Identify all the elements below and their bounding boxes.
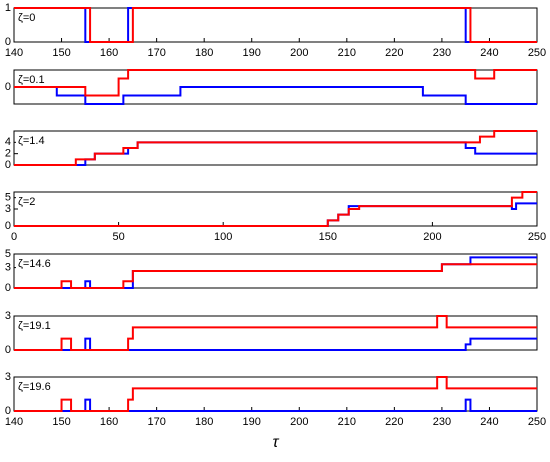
x-tick-label: 180 bbox=[195, 416, 213, 428]
x-tick-label: 140 bbox=[5, 416, 23, 428]
x-tick-label: 170 bbox=[147, 47, 165, 59]
annotation: ζ=0.1 bbox=[18, 74, 45, 86]
x-tick-label: 160 bbox=[100, 47, 118, 59]
annotation-box bbox=[16, 194, 58, 208]
y-tick-label: 2 bbox=[5, 148, 11, 160]
y-tick-label: 3 bbox=[5, 371, 11, 383]
y-tick-label: 4 bbox=[5, 136, 11, 148]
x-axis-label: τ bbox=[273, 434, 280, 451]
x-tick-label: 50 bbox=[112, 231, 124, 243]
series-line bbox=[14, 7, 537, 43]
x-tick-label: 220 bbox=[385, 47, 403, 59]
x-tick-label: 240 bbox=[480, 47, 498, 59]
x-tick-label: 190 bbox=[243, 47, 261, 59]
annotation: ζ=19.6 bbox=[18, 381, 51, 393]
y-tick-label: 3 bbox=[5, 310, 11, 322]
x-tick-label: 190 bbox=[243, 416, 261, 428]
x-tick-label: 140 bbox=[5, 47, 23, 59]
annotation: ζ=1.4 bbox=[18, 135, 45, 147]
x-tick-label: 150 bbox=[52, 47, 70, 59]
annotation-box bbox=[16, 133, 58, 147]
x-tick-label: 210 bbox=[338, 47, 356, 59]
series-line bbox=[14, 263, 537, 289]
annotation: ζ=19.1 bbox=[18, 320, 51, 332]
y-tick-label: 3 bbox=[5, 203, 11, 215]
x-tick-label: 210 bbox=[338, 416, 356, 428]
y-tick-label: 0 bbox=[5, 405, 11, 417]
x-tick-label: 150 bbox=[319, 231, 337, 243]
annotation-box bbox=[16, 256, 58, 270]
y-tick-label: 1 bbox=[5, 2, 11, 14]
annotation-box bbox=[16, 379, 58, 393]
x-tick-label: 230 bbox=[433, 416, 451, 428]
x-tick-label: 230 bbox=[433, 47, 451, 59]
plot-frame bbox=[13, 191, 538, 227]
x-tick-label: 250 bbox=[528, 47, 546, 59]
x-tick-label: 160 bbox=[100, 416, 118, 428]
series-line bbox=[14, 69, 537, 97]
y-tick-label: 0 bbox=[5, 159, 11, 171]
series-line bbox=[14, 376, 537, 412]
plot-frame bbox=[13, 376, 538, 412]
x-tick-label: 100 bbox=[214, 231, 232, 243]
y-tick-label: 0 bbox=[5, 81, 11, 93]
annotation: ζ=2 bbox=[18, 196, 35, 208]
series-line bbox=[14, 7, 537, 43]
y-tick-label: 0 bbox=[5, 344, 11, 356]
annotation-box bbox=[16, 10, 58, 24]
y-tick-label: 5 bbox=[5, 192, 11, 204]
y-tick-label: 5 bbox=[5, 248, 11, 260]
x-tick-label: 250 bbox=[528, 416, 546, 428]
x-tick-label: 180 bbox=[195, 47, 213, 59]
x-tick-label: 200 bbox=[290, 416, 308, 428]
x-tick-label: 0 bbox=[11, 231, 17, 243]
plot-frame bbox=[13, 130, 538, 166]
plot-frame bbox=[13, 315, 538, 351]
x-tick-label: 150 bbox=[52, 416, 70, 428]
series-line bbox=[14, 86, 537, 105]
y-tick-label: 0 bbox=[5, 220, 11, 232]
annotation: ζ=14.6 bbox=[18, 258, 51, 270]
y-tick-label: 3 bbox=[5, 262, 11, 274]
x-tick-label: 200 bbox=[290, 47, 308, 59]
series-line bbox=[14, 315, 537, 351]
series-line bbox=[14, 130, 537, 166]
series-line bbox=[14, 191, 537, 227]
x-tick-label: 170 bbox=[147, 416, 165, 428]
plot-frame bbox=[13, 7, 538, 43]
x-tick-label: 250 bbox=[528, 231, 546, 243]
annotation: ζ=0 bbox=[18, 12, 35, 24]
annotation-box bbox=[16, 72, 58, 86]
x-tick-label: 220 bbox=[385, 416, 403, 428]
y-tick-label: 0 bbox=[5, 36, 11, 48]
x-tick-label: 200 bbox=[423, 231, 441, 243]
y-tick-label: 0 bbox=[5, 282, 11, 294]
x-tick-label: 240 bbox=[480, 416, 498, 428]
annotation-box bbox=[16, 318, 58, 332]
